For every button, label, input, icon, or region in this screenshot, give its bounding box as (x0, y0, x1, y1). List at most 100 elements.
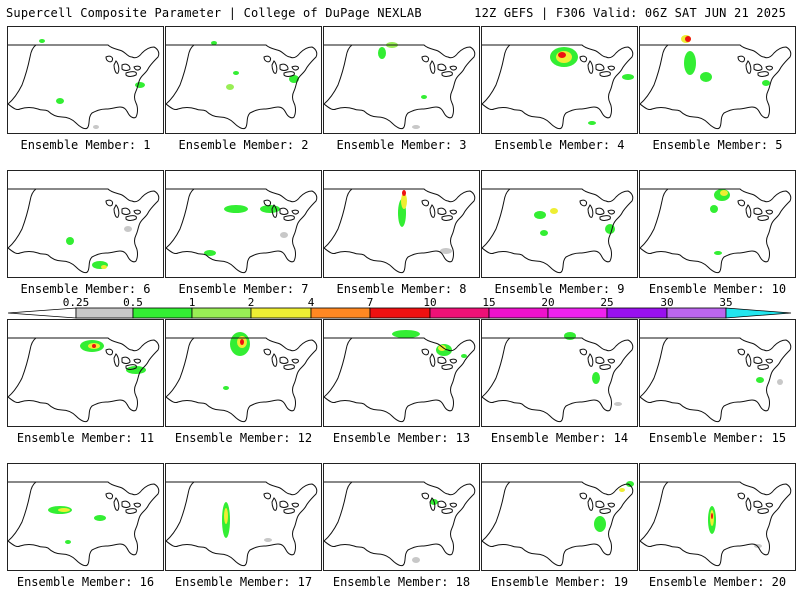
great-lake-outline (737, 199, 745, 207)
coastline-path (482, 188, 634, 274)
scale-color-swatch (429, 307, 490, 319)
great-lake-outline (441, 508, 453, 514)
ensemble-map-panel (481, 170, 638, 278)
scale-color-swatch (488, 307, 549, 319)
great-lake-outline (121, 207, 131, 215)
us-map (482, 188, 634, 274)
great-lake-outline (607, 65, 615, 71)
scale-tick-label: 25 (600, 296, 614, 309)
scale-tick-label: 20 (541, 296, 555, 309)
scp-shading (461, 354, 467, 358)
scp-shading (401, 193, 407, 209)
great-lake-outline (753, 500, 763, 508)
scp-shading (135, 82, 145, 88)
ensemble-map-panel (7, 26, 164, 134)
great-lake-outline (579, 348, 587, 356)
scale-color-swatch (191, 307, 252, 319)
ensemble-map-panel (165, 319, 322, 427)
scp-shading (626, 481, 634, 487)
great-lake-outline (441, 71, 453, 77)
great-lake-outline (105, 55, 113, 63)
great-lake-outline (599, 364, 611, 370)
ensemble-map-panel (7, 319, 164, 427)
coastline-path (324, 188, 476, 274)
us-map (640, 481, 792, 567)
scp-shading (756, 377, 764, 383)
scp-shading (421, 95, 427, 99)
ensemble-map-panel (165, 26, 322, 134)
great-lake-outline (283, 215, 295, 221)
scale-tick-label: 4 (307, 296, 315, 309)
scale-tick-label: 2 (247, 296, 255, 309)
ensemble-member-label: Ensemble Member: 4 (494, 138, 625, 152)
scp-shading (378, 47, 386, 59)
scp-shading (720, 190, 728, 196)
scale-tick-label: 1 (188, 296, 196, 309)
great-lake-outline (133, 65, 141, 71)
scale-tick-label: 10 (423, 296, 437, 309)
scale-tick-label: 7 (366, 296, 374, 309)
color-scale-bar (8, 307, 792, 319)
us-map (8, 39, 160, 130)
great-lake-outline (599, 508, 611, 514)
us-map (8, 481, 160, 567)
ensemble-member-label: Ensemble Member: 8 (336, 282, 467, 296)
ensemble-member-label: Ensemble Member: 18 (332, 575, 471, 589)
great-lake-outline (449, 209, 457, 215)
scp-shading (685, 36, 691, 42)
us-map (482, 481, 634, 567)
ensemble-member-label: Ensemble Member: 15 (648, 431, 787, 445)
great-lake-outline (113, 353, 120, 367)
map-title: Supercell Composite Parameter | College … (6, 6, 422, 20)
scp-shading (233, 71, 239, 75)
scp-shading (540, 230, 548, 236)
great-lake-outline (133, 209, 141, 215)
great-lake-outline (607, 502, 615, 508)
us-map (166, 41, 318, 130)
coastline-path (166, 481, 318, 567)
scp-shading (224, 205, 248, 213)
scale-color-swatch (369, 307, 431, 319)
scale-tick-label: 15 (482, 296, 496, 309)
great-lake-outline (133, 502, 141, 508)
ensemble-member-label: Ensemble Member: 5 (652, 138, 783, 152)
ensemble-member-label: Ensemble Member: 1 (20, 138, 151, 152)
coastline-path (8, 481, 160, 567)
ensemble-member-label: Ensemble Member: 3 (336, 138, 467, 152)
scale-tick-label: 35 (719, 296, 733, 309)
coastline-path (166, 188, 318, 274)
great-lake-outline (121, 500, 131, 508)
great-lake-outline (579, 55, 587, 63)
ensemble-member-label: Ensemble Member: 14 (490, 431, 629, 445)
great-lake-outline (263, 492, 271, 500)
scp-shading (438, 345, 446, 351)
great-lake-outline (125, 71, 137, 77)
great-lake-outline (437, 207, 447, 215)
scp-shading (240, 339, 244, 345)
scale-color-swatch (132, 307, 193, 319)
scp-shading (264, 538, 272, 542)
us-map (640, 337, 792, 423)
scp-shading (412, 557, 420, 563)
us-map (324, 188, 476, 274)
scp-shading (777, 379, 783, 385)
scale-tick-label: 0.5 (123, 296, 143, 309)
great-lake-outline (421, 348, 429, 356)
great-lake-outline (579, 199, 587, 207)
ensemble-map-panel (323, 26, 480, 134)
coastline-path (482, 337, 634, 423)
great-lake-outline (753, 63, 763, 71)
coastline-path (482, 44, 634, 130)
great-lake-outline (283, 71, 295, 77)
great-lake-outline (595, 356, 605, 364)
great-lake-outline (133, 358, 141, 364)
us-map (324, 42, 476, 130)
great-lake-outline (441, 215, 453, 221)
great-lake-outline (263, 55, 271, 63)
ensemble-map-panel (481, 319, 638, 427)
coastline-path (8, 44, 160, 130)
great-lake-outline (291, 209, 299, 215)
great-lake-outline (587, 204, 594, 218)
scp-shading (558, 52, 566, 58)
scp-shading (564, 332, 576, 340)
